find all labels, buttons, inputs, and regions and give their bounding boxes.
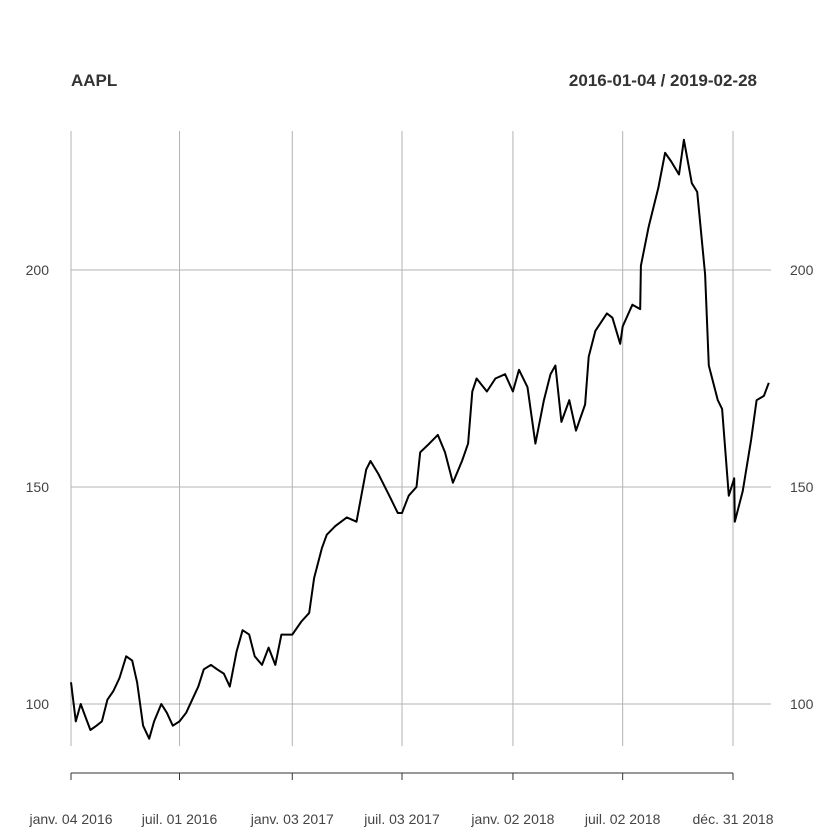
y-tick-label-right: 200 bbox=[790, 262, 814, 278]
chart-date-range: 2016-01-04 / 2019-02-28 bbox=[569, 71, 757, 90]
x-tick-label: juil. 02 2018 bbox=[584, 811, 661, 827]
price-series-line bbox=[70, 138, 770, 740]
y-tick-label-left: 150 bbox=[26, 479, 50, 495]
chart-title: AAPL bbox=[71, 71, 117, 90]
label-layer: janv. 04 2016 juil. 01 2016 janv. 03 2017 j… bbox=[26, 262, 814, 827]
y-tick-label-left: 100 bbox=[26, 696, 50, 712]
grid-layer bbox=[70, 131, 771, 746]
x-tick-label: juil. 01 2016 bbox=[141, 811, 218, 827]
axis-layer bbox=[70, 772, 734, 780]
x-tick-label: janv. 04 2016 bbox=[28, 811, 112, 827]
y-tick-label-right: 100 bbox=[790, 696, 814, 712]
x-tick-label: déc. 31 2018 bbox=[693, 811, 774, 827]
y-tick-label-right: 150 bbox=[790, 479, 814, 495]
x-tick-label: janv. 02 2018 bbox=[470, 811, 554, 827]
y-tick-label-left: 200 bbox=[26, 262, 50, 278]
x-tick-label: janv. 03 2017 bbox=[250, 811, 334, 827]
x-tick-label: juil. 03 2017 bbox=[363, 811, 440, 827]
series-layer bbox=[70, 138, 770, 740]
